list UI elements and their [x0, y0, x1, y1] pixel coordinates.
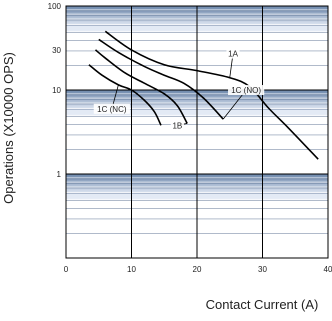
y-axis-label: Operations (X10000 OPS)	[1, 52, 16, 204]
y-tick-labels: 1 10 30 100	[48, 2, 62, 179]
series-line-1c-no	[98, 38, 224, 120]
annotation-1b-bg	[170, 120, 184, 131]
x-tick-labels: 0 10 20 30 40	[64, 265, 332, 274]
y-tick-label: 1	[57, 170, 62, 179]
x-tick-label: 30	[258, 265, 267, 274]
annotation-1a: 1A	[228, 50, 238, 59]
plot-frame	[65, 5, 329, 259]
annotation-1c-no-bg	[228, 85, 265, 96]
annotation-1c-no: 1C (NO)	[231, 86, 261, 95]
annotation-1c-nc-bg	[93, 103, 130, 114]
x-tick-label: 0	[64, 265, 69, 274]
x-tick-label: 10	[127, 265, 136, 274]
series-line-1c-nc	[88, 64, 162, 126]
annotations: 1A 1C (NO) 1B 1C (NC)	[93, 48, 265, 131]
y-tick-label: 30	[52, 46, 61, 55]
y-tick-label: 100	[48, 2, 62, 11]
annotation-1a-bg	[226, 48, 240, 59]
x-tick-label: 40	[324, 265, 332, 274]
vertical-grid	[131, 6, 263, 258]
annotation-1c-nc: 1C (NC)	[97, 105, 127, 114]
y-tick-label: 10	[52, 86, 61, 95]
x-axis-label: Contact Current (A)	[206, 297, 319, 312]
series-line-1b	[94, 49, 188, 124]
annotation-1b: 1B	[172, 121, 182, 130]
x-tick-label: 20	[193, 265, 202, 274]
